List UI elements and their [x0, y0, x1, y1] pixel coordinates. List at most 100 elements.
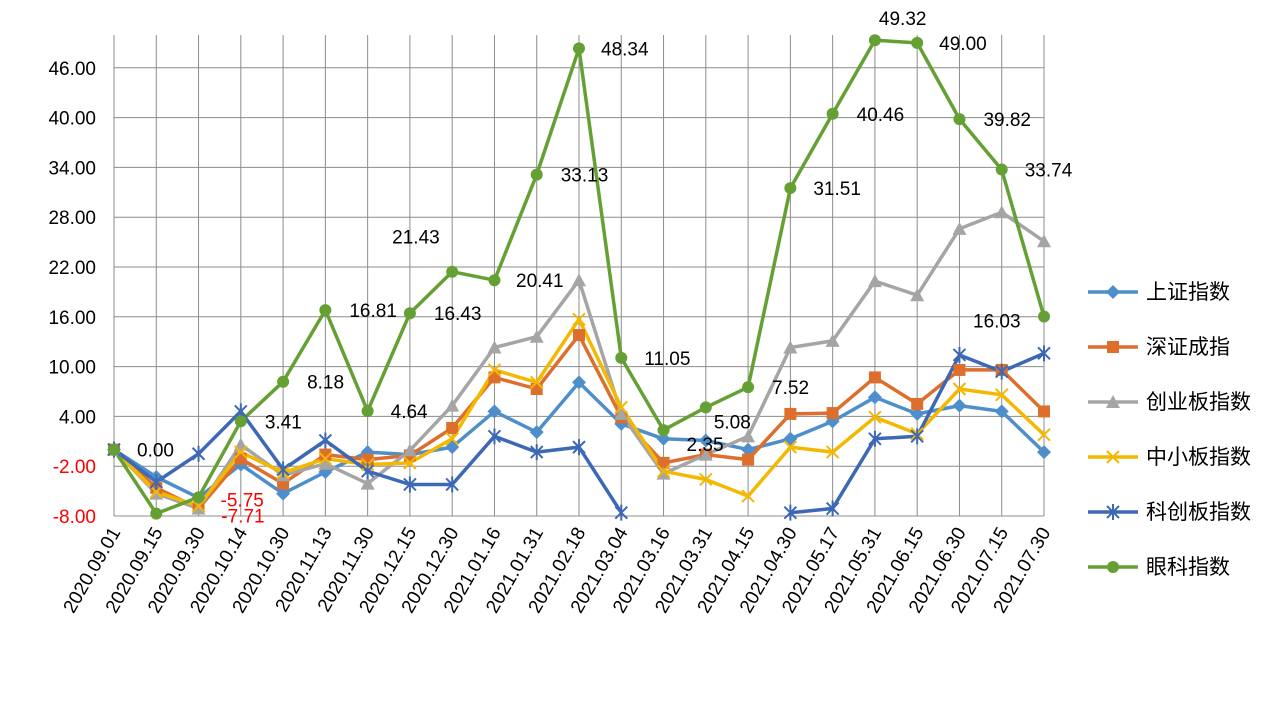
data-point — [698, 447, 713, 461]
legend-item: 科创板指数 — [1086, 498, 1276, 553]
data-point — [276, 461, 290, 478]
legend-swatch — [1088, 285, 1138, 299]
data-point — [150, 507, 163, 520]
legend-label: 眼科指数 — [1146, 555, 1230, 579]
data-point — [361, 405, 374, 418]
data-point — [911, 36, 924, 49]
data-point — [868, 410, 882, 424]
legend-swatch — [1088, 341, 1138, 353]
data-point — [953, 363, 966, 376]
data-label: 39.82 — [983, 110, 1031, 131]
y-tick-label: 40.00 — [48, 109, 96, 130]
y-tick-label: 28.00 — [48, 208, 96, 229]
data-point — [656, 466, 671, 480]
data-point — [995, 388, 1009, 402]
data-point — [234, 445, 248, 459]
data-label: 4.64 — [391, 402, 428, 423]
data-point — [530, 444, 544, 461]
data-point — [657, 456, 670, 469]
legend-label: 深证成指 — [1146, 335, 1230, 359]
data-label: 40.46 — [857, 105, 905, 126]
data-point — [573, 329, 585, 342]
data-point — [277, 375, 290, 388]
data-point — [529, 329, 544, 343]
legend-swatch — [1088, 450, 1138, 464]
data-point — [488, 371, 501, 384]
y-tick-label: 46.00 — [48, 59, 96, 80]
legend-swatch — [1088, 395, 1138, 408]
data-point — [446, 422, 459, 435]
data-label: 49.32 — [879, 9, 927, 30]
data-label: 11.05 — [644, 349, 690, 370]
data-point — [402, 443, 417, 457]
data-point — [1106, 504, 1120, 520]
data-point — [868, 371, 881, 384]
data-point — [826, 107, 839, 120]
data-point — [825, 500, 840, 517]
data-point — [952, 382, 967, 396]
data-point — [698, 433, 713, 448]
data-point — [487, 340, 502, 354]
data-point — [783, 431, 798, 446]
legend-label: 中小板指数 — [1146, 445, 1251, 469]
data-point — [403, 456, 417, 470]
data-point — [615, 351, 628, 364]
data-label: 48.34 — [601, 39, 649, 60]
data-point — [657, 424, 670, 437]
data-point — [1037, 427, 1051, 442]
data-point — [108, 443, 120, 456]
data-point — [911, 397, 924, 410]
y-tick-label: 22.00 — [48, 258, 96, 279]
data-point — [530, 168, 543, 181]
data-point — [867, 274, 882, 288]
data-labels: 0.00 -7.71-5.75 3.418.18 16.81 4.64 16.43 21.4… — [137, 9, 1073, 527]
legend-swatch — [1088, 504, 1138, 520]
data-point — [572, 439, 586, 456]
data-label: 8.18 — [307, 373, 344, 394]
data-point — [1038, 310, 1050, 323]
y-tick-label: -8.00 — [53, 507, 96, 528]
data-point — [530, 383, 543, 396]
data-point — [233, 437, 248, 451]
data-point — [1106, 395, 1120, 408]
data-point — [995, 363, 1009, 380]
data-point — [318, 432, 333, 449]
data-label: 20.41 — [516, 271, 564, 292]
legend-item: 中小板指数 — [1086, 443, 1276, 498]
data-point — [656, 464, 671, 478]
data-point — [1037, 345, 1051, 362]
data-point — [783, 340, 798, 354]
data-point — [994, 205, 1009, 219]
data-point — [318, 456, 333, 470]
data-point — [699, 472, 713, 487]
data-label: 31.51 — [813, 179, 861, 200]
data-label: 16.43 — [434, 304, 482, 325]
data-point — [487, 428, 502, 445]
data-label: -5.75 — [221, 490, 264, 511]
data-point — [572, 273, 586, 287]
data-point — [994, 404, 1009, 419]
data-point — [149, 473, 163, 490]
data-point — [1107, 561, 1119, 573]
data-point — [952, 346, 967, 363]
data-point — [191, 501, 206, 515]
data-point — [573, 42, 585, 55]
data-label: 16.81 — [349, 301, 397, 322]
data-point — [445, 432, 459, 446]
data-point — [487, 363, 502, 377]
data-point — [952, 398, 967, 413]
legend: 上证指数 深证成指 创业板指数 中小板指数 科创板指数 眼科指数 — [1086, 278, 1276, 608]
data-point — [403, 476, 417, 493]
legend-label: 上证指数 — [1146, 280, 1230, 304]
data-point — [319, 448, 332, 461]
legend-item: 上证指数 — [1086, 278, 1276, 333]
data-point — [360, 463, 375, 480]
data-point — [742, 453, 755, 466]
data-point — [192, 491, 205, 504]
data-label: -7.71 — [221, 507, 264, 528]
data-point — [910, 406, 925, 421]
data-point — [784, 407, 797, 420]
data-point — [319, 304, 332, 317]
data-point — [867, 390, 882, 405]
